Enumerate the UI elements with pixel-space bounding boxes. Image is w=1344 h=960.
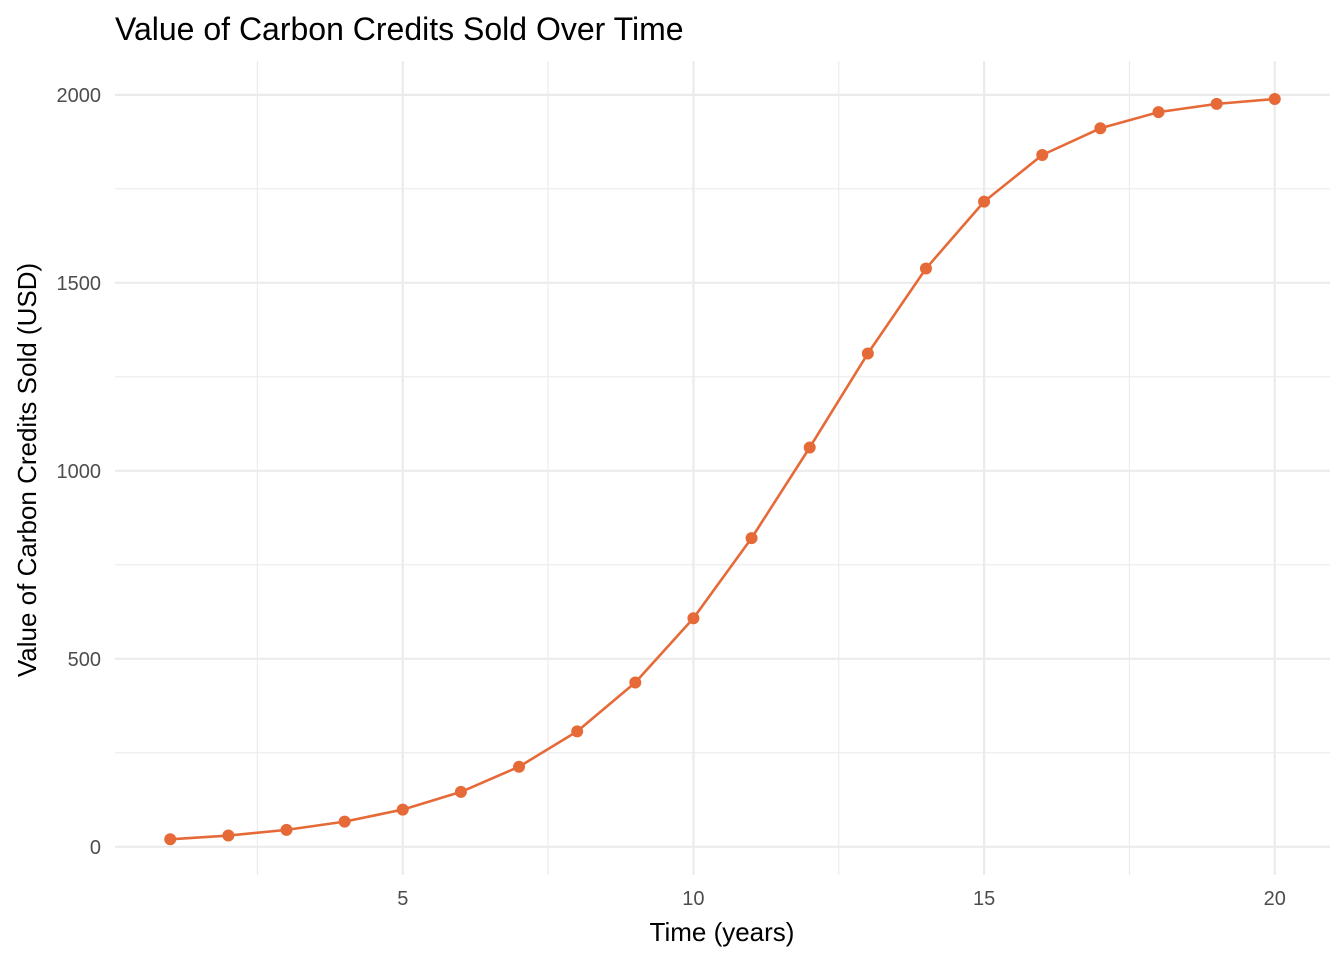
y-axis-title: Value of Carbon Credits Sold (USD)	[12, 263, 42, 677]
grid	[115, 61, 1330, 875]
data-point	[1152, 106, 1165, 119]
data-point	[1036, 148, 1049, 161]
data-point	[919, 262, 932, 275]
data-point	[396, 803, 409, 816]
data-point	[861, 347, 874, 360]
chart-title: Value of Carbon Credits Sold Over Time	[115, 11, 684, 47]
data-point	[280, 823, 293, 836]
data-point	[687, 612, 700, 625]
data-point	[454, 785, 467, 798]
data-point	[338, 815, 351, 828]
y-tick-label: 0	[90, 837, 101, 859]
data-point	[629, 676, 642, 689]
series	[164, 92, 1281, 846]
data-point	[1210, 97, 1223, 110]
data-point	[222, 829, 235, 842]
x-axis-title: Time (years)	[650, 917, 795, 947]
data-point	[1268, 92, 1281, 105]
data-point	[1094, 122, 1107, 135]
x-tick-label: 5	[397, 888, 408, 910]
data-point	[164, 833, 177, 846]
x-tick-label: 10	[682, 888, 704, 910]
series-line	[170, 97, 1275, 841]
data-point	[571, 725, 584, 738]
x-tick-label: 15	[973, 888, 995, 910]
y-tick-label: 1000	[57, 461, 102, 483]
y-tick-label: 2000	[57, 85, 102, 107]
x-tick-label: 20	[1264, 888, 1286, 910]
data-point	[978, 195, 991, 208]
data-point	[803, 441, 816, 454]
data-point	[513, 760, 526, 773]
y-tick-label: 1500	[57, 273, 102, 295]
data-point	[745, 532, 758, 545]
y-tick-label: 500	[68, 649, 101, 671]
tick-labels: 0 500 1000 1500 2000 5 10 15 20	[57, 85, 1286, 910]
